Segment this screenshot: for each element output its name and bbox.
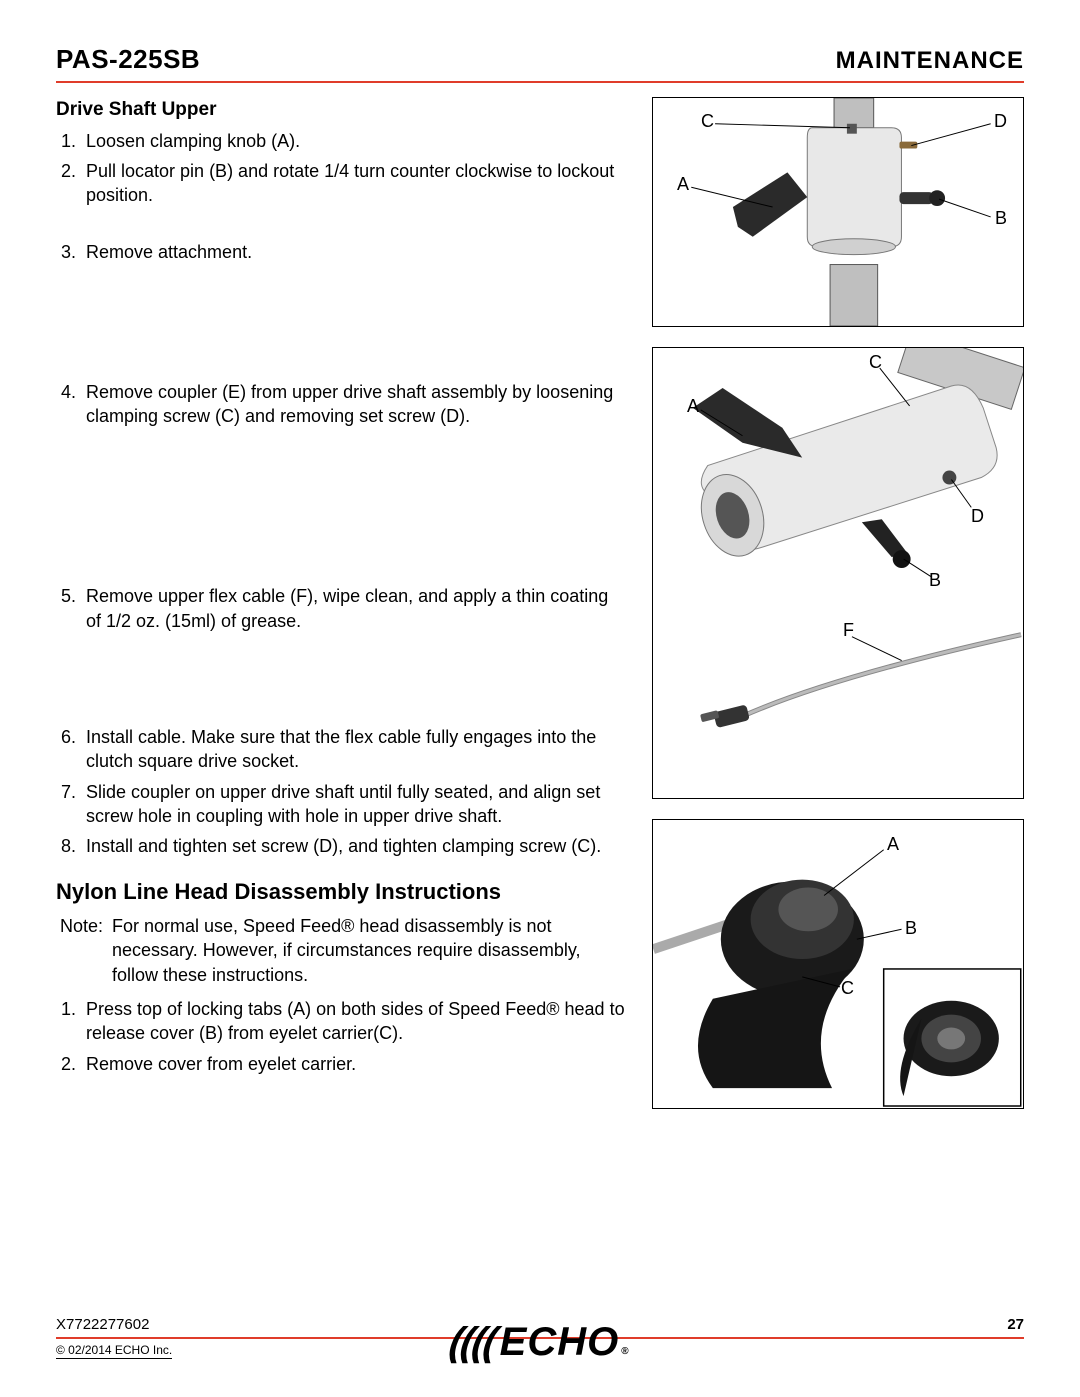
figure-1: C D A B (652, 97, 1024, 327)
figure-2: A C D B F (652, 347, 1024, 799)
copyright: © 02/2014 ECHO Inc. (56, 1341, 172, 1359)
fig3-label-c: C (841, 978, 854, 999)
step-text: Press top of locking tabs (A) on both si… (86, 997, 628, 1046)
step-number: 1. (56, 129, 86, 153)
step-item: 1.Press top of locking tabs (A) on both … (56, 997, 628, 1046)
step-text: Remove cover from eyelet carrier. (86, 1052, 628, 1076)
step-text: Remove upper flex cable (F), wipe clean,… (86, 584, 628, 633)
note-label: Note: (56, 914, 112, 987)
step-item: 8.Install and tighten set screw (D), and… (56, 834, 628, 858)
step-number: 3. (56, 240, 86, 264)
step-number: 4. (56, 380, 86, 429)
figure-column: C D A B (652, 97, 1024, 1129)
step-item: 2.Pull locator pin (B) and rotate 1/4 tu… (56, 159, 628, 208)
step-number: 6. (56, 725, 86, 774)
step-text: Pull locator pin (B) and rotate 1/4 turn… (86, 159, 628, 208)
step-item: 7.Slide coupler on upper drive shaft unt… (56, 780, 628, 829)
fig1-label-a: A (677, 174, 689, 195)
step-text: Slide coupler on upper drive shaft until… (86, 780, 628, 829)
nylon-heading: Nylon Line Head Disassembly Instructions (56, 877, 628, 907)
fig3-label-a: A (887, 834, 899, 855)
step-item: 3.Remove attachment. (56, 240, 628, 264)
fig1-label-d: D (994, 111, 1007, 132)
figure-2-svg (653, 348, 1023, 798)
step-number: 2. (56, 159, 86, 208)
note-text: For normal use, Speed Feed® head disasse… (112, 914, 628, 987)
fig2-label-d: D (971, 506, 984, 527)
step-item: 5.Remove upper flex cable (F), wipe clea… (56, 584, 628, 633)
step-item: 2.Remove cover from eyelet carrier. (56, 1052, 628, 1076)
step-number: 7. (56, 780, 86, 829)
section-title: MAINTENANCE (836, 47, 1024, 75)
logo-trademark: ® (621, 1346, 629, 1357)
drive-shaft-heading: Drive Shaft Upper (56, 97, 628, 123)
fig3-label-b: B (905, 918, 917, 939)
figure-3-svg (653, 820, 1023, 1108)
step-number: 2. (56, 1052, 86, 1076)
fig1-label-b: B (995, 208, 1007, 229)
page-number: 27 (1007, 1316, 1024, 1333)
fig2-label-b: B (929, 570, 941, 591)
fig2-label-c: C (869, 352, 882, 373)
note-row: Note: For normal use, Speed Feed® head d… (56, 914, 628, 987)
step-number: 8. (56, 834, 86, 858)
fig1-label-c: C (701, 111, 714, 132)
part-number: X7722277602 (56, 1316, 149, 1333)
text-column: Drive Shaft Upper 1.Loosen clamping knob… (56, 97, 628, 1129)
step-number: 5. (56, 584, 86, 633)
fig2-label-f: F (843, 620, 854, 641)
step-item: 1.Loosen clamping knob (A). (56, 129, 628, 153)
figure-1-svg (653, 98, 1023, 326)
step-text: Install cable. Make sure that the flex c… (86, 725, 628, 774)
step-text: Remove coupler (E) from upper drive shaf… (86, 380, 628, 429)
step-text: Install and tighten set screw (D), and t… (86, 834, 628, 858)
step-number: 1. (56, 997, 86, 1046)
step-item: 6.Install cable. Make sure that the flex… (56, 725, 628, 774)
step-text: Loosen clamping knob (A). (86, 129, 628, 153)
page-header: PAS-225SB MAINTENANCE (56, 44, 1024, 83)
page-footer: X7722277602 27 © 02/2014 ECHO Inc. (((( … (56, 1316, 1024, 1359)
fig2-label-a: A (687, 396, 699, 417)
step-item: 4.Remove coupler (E) from upper drive sh… (56, 380, 628, 429)
step-text: Remove attachment. (86, 240, 628, 264)
figure-3: A B C (652, 819, 1024, 1109)
model-number: PAS-225SB (56, 44, 200, 75)
